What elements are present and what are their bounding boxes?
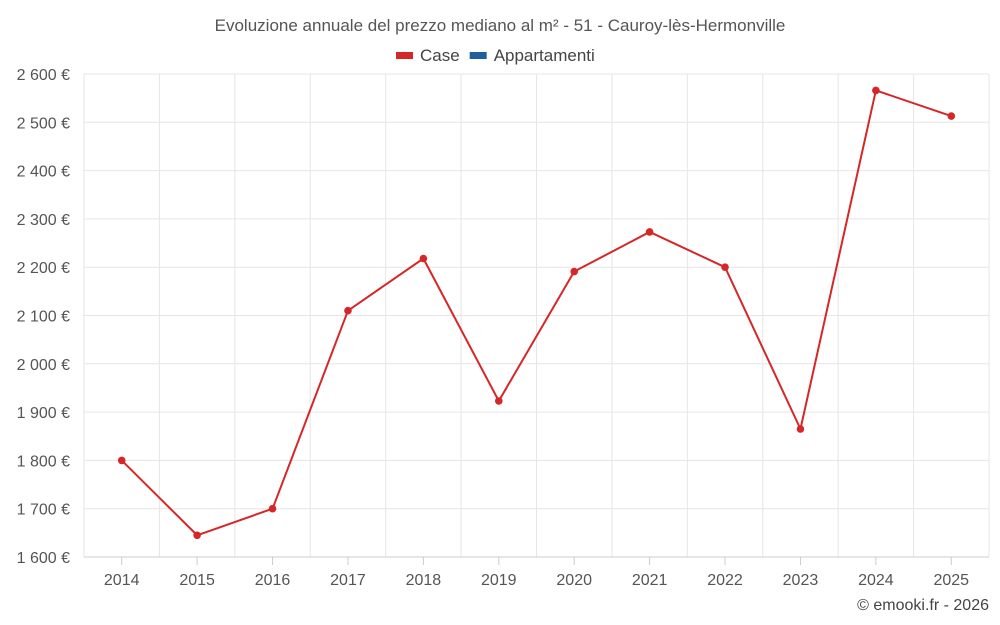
x-tick-label: 2016 (255, 572, 291, 589)
data-point (193, 531, 201, 540)
legend-label-case: Case (420, 46, 460, 65)
axes: 1 600 € 1 700 € 1 800 € 1 900 € 2 000 € 2 100… (17, 67, 989, 589)
series-line-case (121, 89, 952, 537)
y-tick-label: 2 600 € (17, 67, 70, 84)
y-tick-label: 1 700 € (17, 502, 70, 519)
y-tick-label: 1 600 € (17, 550, 70, 567)
data-point (570, 267, 579, 276)
legend-swatch-appartamenti (469, 52, 487, 59)
series-layer (117, 86, 956, 540)
y-tick-label: 2 000 € (17, 357, 70, 374)
x-tick-label: 2024 (858, 572, 894, 589)
x-tick-label: 2019 (481, 572, 517, 589)
data-point (947, 112, 956, 120)
x-tick-label: 2017 (330, 572, 366, 589)
data-point (268, 504, 277, 513)
x-tick-label: 2022 (707, 572, 743, 589)
y-tick-label: 2 100 € (17, 309, 70, 326)
x-tick-label: 2014 (104, 572, 140, 589)
data-point (494, 397, 503, 405)
legend-label-appartamenti: Appartamenti (494, 46, 595, 65)
chart-title: Evoluzione annuale del prezzo mediano al… (215, 16, 786, 35)
data-point (645, 228, 654, 236)
legend-swatch-case (396, 52, 413, 59)
y-tick-label: 2 400 € (17, 164, 70, 181)
y-tick-label: 2 200 € (17, 260, 70, 277)
x-tick-label: 2020 (556, 572, 592, 589)
grid (83, 73, 990, 558)
legend: Case Appartamenti (396, 46, 595, 65)
y-tick-label: 2 300 € (17, 212, 70, 229)
y-tick-label: 2 500 € (17, 115, 70, 132)
x-tick-label: 2015 (179, 572, 215, 589)
data-point (344, 306, 352, 315)
data-point (872, 86, 880, 95)
data-point (721, 263, 729, 272)
credit-text: © emooki.fr - 2026 (857, 597, 989, 614)
data-point (117, 456, 126, 465)
y-tick-label: 1 900 € (17, 405, 70, 422)
x-tick-label: 2018 (406, 572, 442, 589)
x-tick-label: 2025 (933, 572, 969, 589)
x-tick-label: 2023 (783, 572, 819, 589)
data-point (419, 254, 428, 263)
data-point (796, 425, 805, 433)
y-tick-label: 1 800 € (17, 453, 70, 470)
x-tick-label: 2021 (632, 572, 668, 589)
